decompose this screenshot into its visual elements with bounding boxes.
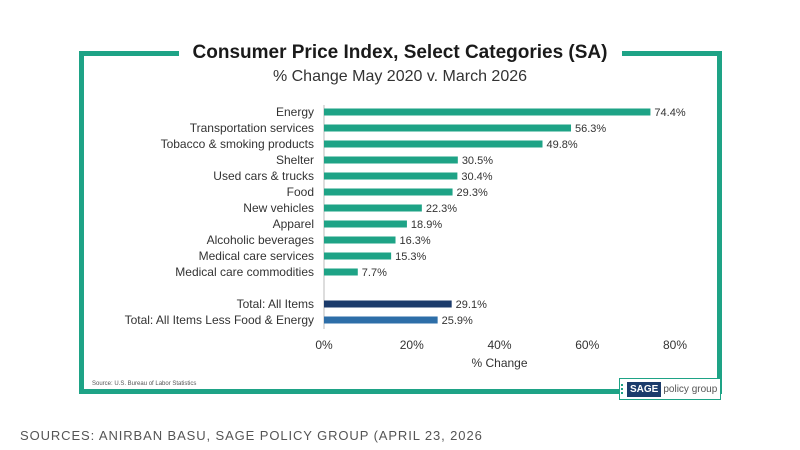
- value-label: 22.3%: [426, 203, 457, 215]
- category-label: Energy: [276, 105, 314, 119]
- bar: [324, 252, 392, 260]
- value-label: 15.3%: [395, 251, 426, 263]
- value-label: 18.9%: [411, 219, 442, 231]
- category-label: Total: All Items: [237, 297, 314, 311]
- category-label: Total: All Items Less Food & Energy: [125, 313, 314, 327]
- frame-top-right: [622, 51, 722, 56]
- x-tick-label: 40%: [487, 338, 511, 352]
- x-tick-label: 20%: [400, 338, 424, 352]
- chart-subtitle: % Change May 2020 v. March 2026: [272, 68, 528, 85]
- chart-frame: [79, 51, 722, 394]
- frame-top-left: [79, 51, 179, 56]
- bar: [324, 204, 422, 212]
- bar: [324, 236, 396, 244]
- logo-dots-icon: [620, 383, 626, 395]
- category-label: New vehicles: [243, 201, 314, 215]
- bar: [324, 108, 651, 116]
- category-label: Used cars & trucks: [213, 169, 314, 183]
- value-label: 7.7%: [362, 267, 387, 279]
- value-label: 30.5%: [462, 155, 493, 167]
- category-label: Shelter: [276, 153, 314, 167]
- x-tick-label: 80%: [663, 338, 687, 352]
- value-label: 25.9%: [442, 315, 473, 327]
- bar: [324, 172, 458, 180]
- source-note: Source: U.S. Bureau of Labor Statistics: [92, 381, 197, 387]
- bar: [324, 220, 407, 228]
- chart-title: Consumer Price Index, Select Categories …: [192, 42, 608, 63]
- x-tick-label: 0%: [315, 338, 333, 352]
- x-tick-label: 60%: [575, 338, 599, 352]
- bar: [324, 316, 438, 324]
- value-label: 49.8%: [546, 139, 577, 151]
- bar: [324, 188, 453, 196]
- category-label: Medical care services: [199, 249, 314, 263]
- value-label: 74.4%: [654, 107, 685, 119]
- category-label: Medical care commodities: [175, 265, 314, 279]
- value-label: 29.3%: [457, 187, 488, 199]
- bar: [324, 124, 572, 132]
- value-label: 56.3%: [575, 123, 606, 135]
- value-label: 30.4%: [461, 171, 492, 183]
- bar: [324, 156, 458, 164]
- sage-logo: SAGE policy group: [619, 378, 722, 400]
- bar: [324, 268, 358, 276]
- bar: [324, 300, 452, 308]
- value-label: 16.3%: [400, 235, 431, 247]
- footer-sources: SOURCES: ANIRBAN BASU, SAGE POLICY GROUP…: [20, 428, 483, 443]
- value-label: 29.1%: [456, 299, 487, 311]
- logo-brand: SAGE: [627, 381, 662, 397]
- bar: [324, 140, 543, 148]
- category-label: Apparel: [273, 217, 314, 231]
- category-label: Tobacco & smoking products: [161, 137, 314, 151]
- logo-rest: policy group: [663, 383, 718, 395]
- category-label: Food: [287, 185, 314, 199]
- category-label: Transportation services: [190, 121, 314, 135]
- x-axis-label: % Change: [471, 356, 527, 370]
- category-label: Alcoholic beverages: [207, 233, 314, 247]
